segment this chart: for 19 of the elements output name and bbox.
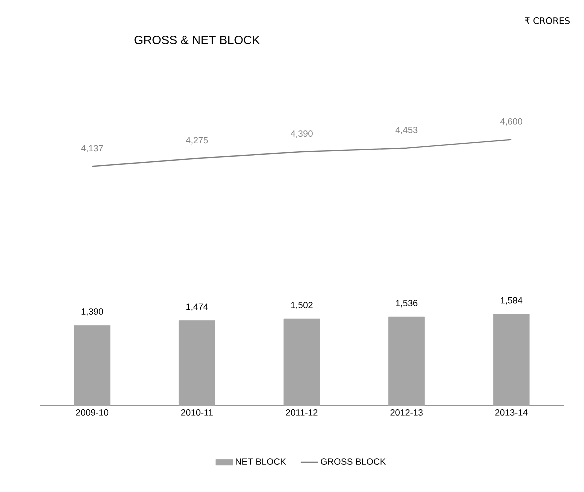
data-label: 1,390 [82,308,104,316]
data-label: 4,390 [290,130,313,138]
chart-title: GROSS & NET BLOCK [134,36,260,44]
x-tick-label: 2013-14 [496,410,528,416]
legend-label: GROSS BLOCK [321,458,386,466]
data-label: 4,600 [500,118,523,126]
data-label: 1,536 [396,300,418,308]
text: ₹ CRORES [525,18,570,24]
x-tick-label: 2012-13 [390,410,423,416]
data-label: 1,584 [501,297,523,305]
legend-label: NET BLOCK [236,458,286,466]
data-label: 4,137 [81,145,104,153]
data-label: 1,502 [291,302,313,310]
data-label: 4,275 [186,137,208,145]
data-label: 1,474 [186,304,208,312]
x-tick-label: 2010-11 [181,410,213,416]
x-tick-label: 2011-12 [286,410,318,416]
data-label: 4,453 [396,126,418,134]
x-tick-label: 2009-10 [76,410,109,416]
